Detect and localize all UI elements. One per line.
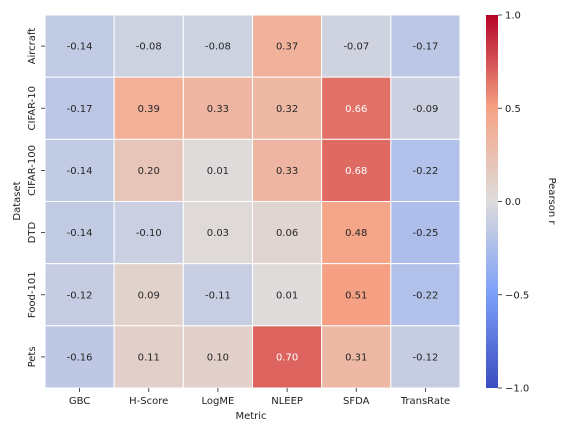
colorbar-gradient [486,15,498,388]
heatmap-cell [390,201,461,265]
heatmap-cell [321,201,392,265]
cell-value-label: -0.12 [67,290,93,301]
x-axis-label: Metric [235,411,266,422]
heatmap-cell [390,76,461,140]
y-tick-label: Pets [27,346,38,367]
cell-value-label: -0.10 [136,228,162,239]
cell-value-label: -0.25 [412,228,438,239]
cell-value-label: -0.07 [343,42,369,53]
heatmap-cell [252,263,323,327]
heatmap-cell [252,138,323,202]
x-tick-label: TransRate [400,396,450,407]
colorbar-tick-label: 0.0 [505,197,521,208]
cell-value-label: -0.17 [412,42,438,53]
cell-value-label: 0.01 [276,290,298,301]
heatmap-cell [113,138,184,202]
cell-value-label: -0.17 [67,104,93,115]
cell-value-label: -0.14 [67,166,93,177]
heatmap-cell [44,14,115,78]
cell-value-label: 0.68 [345,166,367,177]
heatmap-cell [44,325,115,389]
heatmap-cell [390,325,461,389]
cell-value-label: 0.01 [207,166,229,177]
heatmap-cell [321,263,392,327]
cell-value-label: 0.37 [276,42,298,53]
heatmap-cell [390,138,461,202]
heatmap-cell [182,14,253,78]
cell-value-label: 0.09 [138,290,160,301]
y-tick-label: Aircraft [27,28,38,65]
cell-value-label: 0.11 [138,352,160,363]
cell-value-label: 0.10 [207,352,229,363]
heatmap-cell [182,263,253,327]
cell-value-label: 0.03 [207,228,229,239]
cell-value-label: 0.31 [345,352,367,363]
heatmap-cell [182,201,253,265]
cell-value-label: -0.22 [412,166,438,177]
cell-value-label: 0.33 [276,166,298,177]
cell-value-label: -0.11 [205,290,231,301]
cell-value-label: -0.22 [412,290,438,301]
heatmap-cell [390,263,461,327]
heatmap-cell [252,201,323,265]
cell-value-label: -0.08 [136,42,162,53]
x-tick-label: GBC [69,396,90,407]
cell-value-label: 0.48 [345,228,367,239]
y-axis: Aircraft CIFAR-10 CIFAR-100 DTD Food-101 Pets [27,28,45,367]
cell-value-label: -0.08 [205,42,231,53]
colorbar: 1.0 0.5 0.0 −0.5 −1.0 Pearson r [486,11,557,395]
colorbar-tick-label: −0.5 [505,290,529,301]
cell-value-label: -0.09 [412,104,438,115]
heatmap-cell [44,201,115,265]
heatmap-cell [113,201,184,265]
colorbar-ticks: 1.0 0.5 0.0 −0.5 −1.0 [498,11,529,395]
colorbar-tick-label: 1.0 [505,11,521,22]
heatmap-cell [252,76,323,140]
cell-value-label: 0.06 [276,228,298,239]
cell-value-label: 0.66 [345,104,367,115]
cell-value-label: 0.70 [276,352,298,363]
colorbar-tick-label: −1.0 [505,384,529,395]
colorbar-tick-label: 0.5 [505,104,521,115]
heatmap-cell [321,138,392,202]
y-tick-label: DTD [27,222,38,244]
x-tick-label: SFDA [343,396,370,407]
heatmap-cell [113,76,184,140]
cell-value-label: 0.20 [138,166,160,177]
colorbar-label: Pearson r [546,177,557,225]
x-tick-label: H-Score [129,396,168,407]
x-axis: GBC H-Score LogME NLEEP SFDA TransRate [69,388,450,407]
heatmap-cell [252,14,323,78]
heatmap-cell [390,14,461,78]
x-tick-label: NLEEP [271,396,303,407]
x-tick-label: LogME [202,396,235,407]
y-tick-label: CIFAR-100 [27,145,38,196]
y-tick-label: Food-101 [27,271,38,318]
y-axis-label: Dataset [12,181,23,220]
heatmap-cell [44,263,115,327]
cell-value-label: 0.33 [207,104,229,115]
cell-value-label: -0.14 [67,228,93,239]
cell-value-label: -0.14 [67,42,93,53]
heatmap-cell [113,14,184,78]
cell-value-label: -0.16 [67,352,93,363]
heatmap-cells: -0.14 -0.08 -0.08 0.37 -0.07 -0.17 -0.17 0.39 0.… [44,14,461,389]
cell-value-label: 0.32 [276,104,298,115]
cell-value-label: 0.39 [138,104,160,115]
y-tick-label: CIFAR-10 [27,86,38,130]
cell-value-label: -0.12 [412,352,438,363]
cell-value-label: 0.51 [345,290,367,301]
